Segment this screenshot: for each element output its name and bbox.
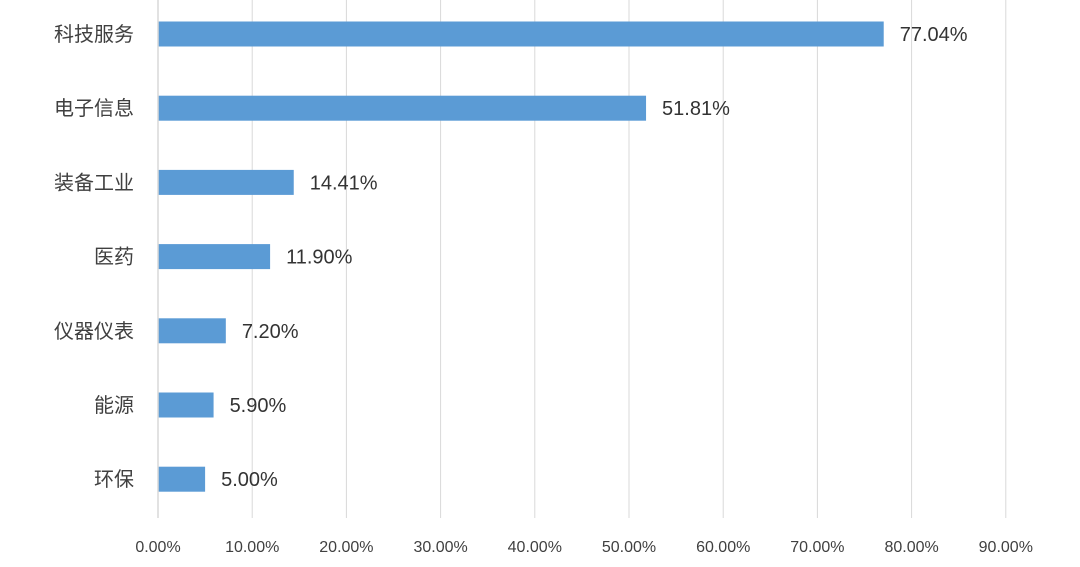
x-tick-label: 80.00% (884, 539, 938, 556)
category-label: 科技服务 (54, 22, 134, 46)
bar (158, 244, 271, 270)
data-label: 5.00% (221, 469, 278, 491)
gridlines (251, 0, 1007, 518)
data-label: 7.20% (242, 321, 299, 343)
data-label: 11.90% (286, 247, 353, 269)
data-label: 5.90% (230, 395, 287, 417)
category-label: 装备工业 (54, 170, 134, 194)
labels: 0.00% 10.00% 20.00% 30.00% 40.00% 50.00% 60.00… (54, 22, 1033, 556)
x-tick-label: 60.00% (696, 539, 750, 556)
x-tick-label: 20.00% (319, 539, 373, 556)
bar (158, 21, 884, 47)
data-label: 14.41% (310, 172, 378, 194)
x-tick-label: 0.00% (135, 539, 180, 556)
data-label: 51.81% (662, 98, 730, 120)
category-label: 电子信息 (54, 96, 134, 120)
bar (158, 318, 226, 344)
x-tick-label: 30.00% (413, 539, 467, 556)
category-label: 能源 (94, 393, 134, 417)
x-tick-label: 10.00% (225, 539, 279, 556)
category-label: 医药 (94, 245, 134, 269)
category-label: 仪器仪表 (54, 319, 134, 343)
x-tick-label: 90.00% (979, 539, 1033, 556)
category-label: 环保 (94, 467, 134, 491)
bar (158, 95, 647, 121)
bar (158, 392, 214, 418)
x-tick-label: 70.00% (790, 539, 844, 556)
bars (158, 21, 884, 492)
x-tick-label: 50.00% (602, 539, 656, 556)
x-tick-label: 40.00% (508, 539, 562, 556)
data-label: 77.04% (900, 24, 968, 46)
bar (158, 169, 294, 195)
bar (158, 466, 206, 492)
